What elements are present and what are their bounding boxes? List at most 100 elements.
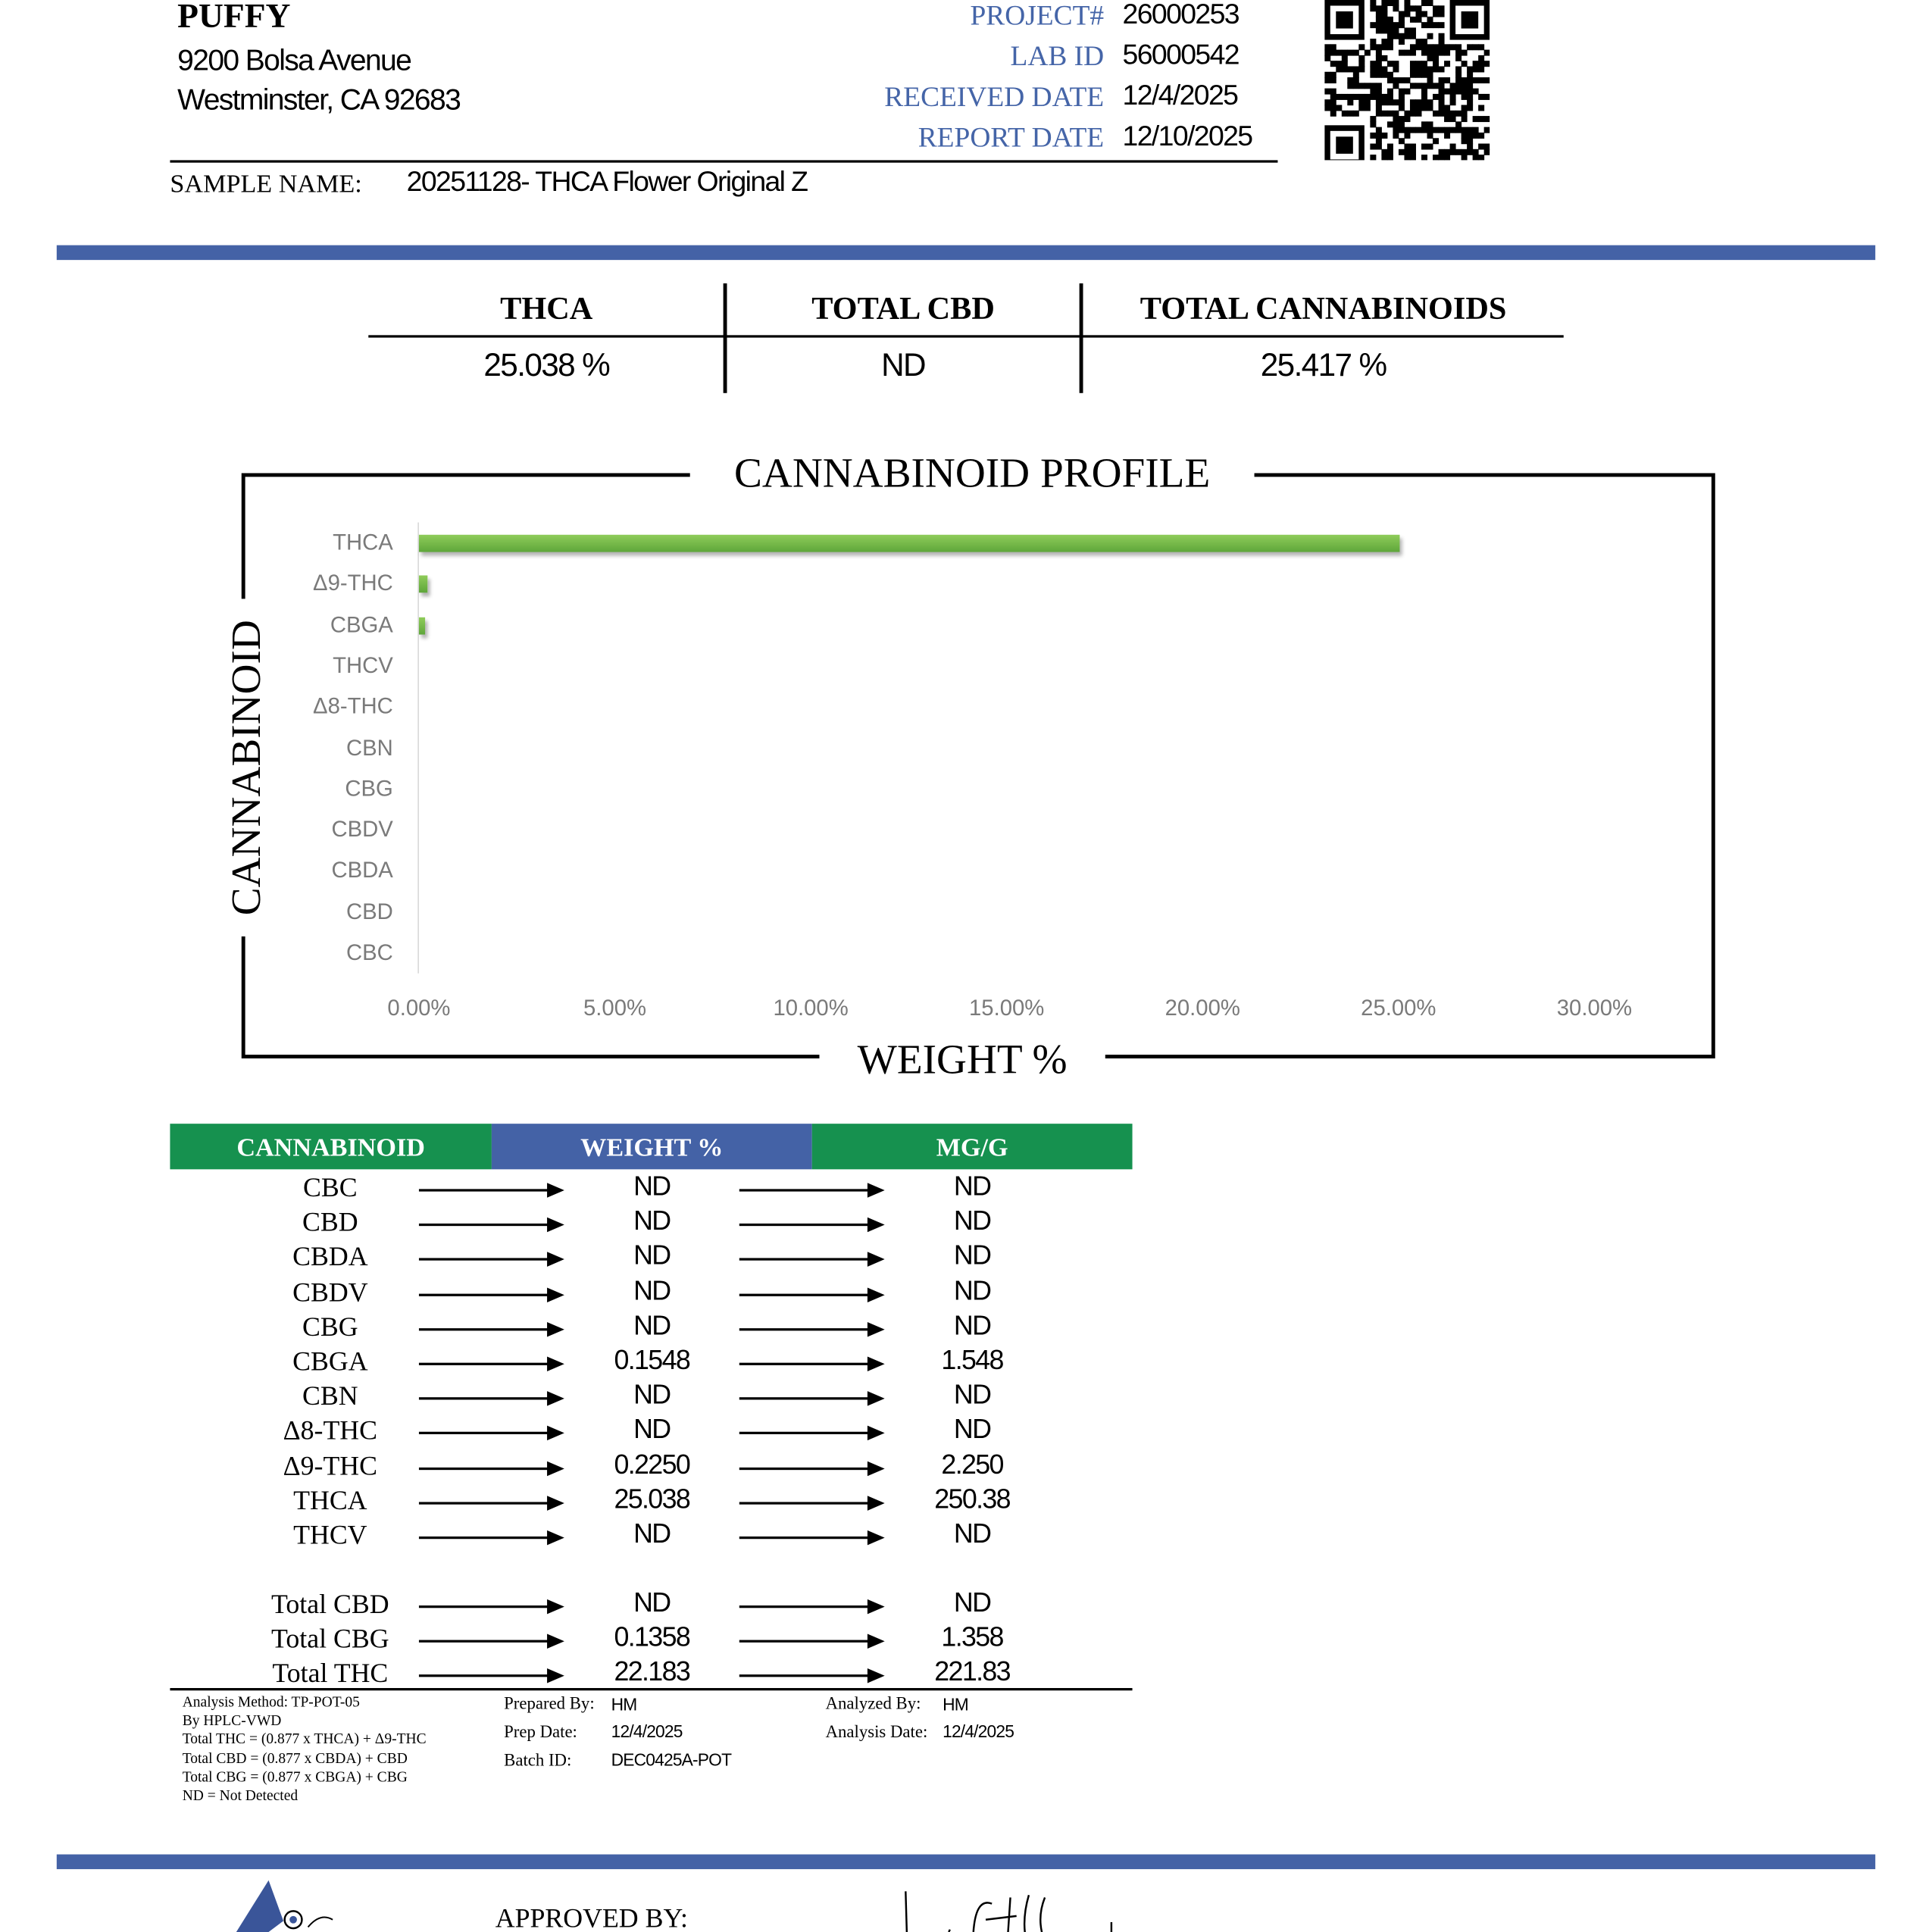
method-note-line: By HPLC-VWD	[182, 1712, 282, 1730]
arrow-icon	[739, 1356, 885, 1372]
arrow-icon	[418, 1183, 564, 1198]
table-row-weight: ND	[633, 1379, 671, 1410]
summary-sep	[723, 283, 727, 393]
table-row-mgg: ND	[953, 1518, 992, 1549]
total-row-weight: 0.1358	[614, 1621, 690, 1653]
arrow-icon	[418, 1356, 564, 1372]
total-row-weight: 22.183	[614, 1656, 690, 1688]
arrow-icon	[418, 1252, 564, 1268]
arrow-icon	[418, 1495, 564, 1511]
arrow-icon	[418, 1461, 564, 1476]
top-band	[56, 245, 1876, 261]
chart-x-tick: 0.00%	[387, 996, 451, 1021]
arrow-icon	[739, 1530, 885, 1546]
arrow-icon	[418, 1391, 564, 1406]
arrow-icon	[739, 1286, 885, 1302]
approved-by-label: APPROVED BY:	[495, 1902, 688, 1932]
table-row-weight: 25.038	[614, 1483, 690, 1515]
table-row-name: CBG	[302, 1311, 358, 1342]
table-row-mgg: 1.548	[941, 1344, 1004, 1375]
arrow-icon	[418, 1530, 564, 1546]
chart-bar	[418, 575, 428, 593]
meta-value: 12/4/2025	[1122, 79, 1239, 111]
table-row-name: CBGA	[292, 1345, 368, 1377]
arrow-icon	[739, 1218, 885, 1233]
table-row-weight: ND	[633, 1309, 671, 1341]
arrow-icon	[418, 1633, 564, 1649]
arrow-icon	[739, 1391, 885, 1406]
arrow-icon	[418, 1321, 564, 1337]
arrow-icon	[739, 1599, 885, 1615]
arrow-icon	[418, 1426, 564, 1441]
meta-value: 56000542	[1122, 38, 1240, 70]
prep-date-value: 12/4/2025	[611, 1721, 683, 1741]
table-header-cannabinoid: CANNABINOID	[170, 1124, 492, 1170]
method-note-line: Total THC = (0.877 x THCA) + Δ9-THC	[182, 1730, 427, 1748]
analysis-date-value: 12/4/2025	[943, 1721, 1014, 1741]
summary-sep	[1079, 283, 1083, 393]
table-row-name: Δ8-THC	[283, 1415, 378, 1446]
chart-category-label: CBD	[345, 899, 393, 924]
meta-label: PROJECT#	[970, 0, 1105, 31]
total-row-mgg: 221.83	[934, 1656, 1011, 1688]
arrow-icon	[739, 1252, 885, 1268]
chart-bar	[418, 534, 1400, 552]
chart-category-label: Δ8-THC	[313, 693, 393, 719]
analysis-date-label: Analysis Date:	[825, 1724, 928, 1743]
arrow-icon	[739, 1321, 885, 1337]
total-row-mgg: 1.358	[941, 1621, 1004, 1653]
summary-value-total-cbd: ND	[881, 345, 926, 383]
method-note-line: Total CBG = (0.877 x CBGA) + CBG	[182, 1768, 408, 1786]
method-note-line: Total CBD = (0.877 x CBDA) + CBD	[182, 1749, 408, 1767]
table-row-mgg: ND	[953, 1413, 992, 1445]
meta-label: REPORT DATE	[918, 122, 1105, 153]
table-row-name: CBN	[302, 1380, 358, 1411]
chart-category-label: CBG	[345, 776, 393, 801]
table-row-weight: ND	[633, 1170, 671, 1202]
chart-category-label: CBC	[345, 939, 393, 965]
arrow-icon	[739, 1495, 885, 1511]
summary-label-total-cbd: TOTAL CBD	[811, 290, 995, 327]
arrow-icon	[739, 1633, 885, 1649]
table-row-name: THCA	[293, 1484, 367, 1515]
total-row-name: Total CBG	[271, 1623, 389, 1654]
header-divider	[170, 160, 1278, 163]
bottom-band	[56, 1854, 1876, 1870]
table-row-mgg: ND	[953, 1309, 992, 1341]
chart-xlabel: WEIGHT %	[819, 1037, 1105, 1085]
chart-category-label: CBN	[345, 735, 393, 760]
chart-category-label: CBGA	[330, 611, 393, 637]
batch-id-label: Batch ID:	[504, 1752, 572, 1771]
table-row-weight: ND	[633, 1413, 671, 1445]
table-row-weight: 0.2250	[614, 1448, 690, 1480]
signature	[899, 1885, 1121, 1932]
analyzed-by-label: Analyzed By:	[825, 1695, 921, 1715]
client-name: PUFFY	[177, 0, 291, 36]
summary-divider	[368, 335, 1564, 338]
chart-x-tick: 20.00%	[1165, 996, 1240, 1021]
summary-value-thca: 25.038 %	[483, 345, 610, 383]
prepared-by-label: Prepared By:	[504, 1695, 595, 1715]
method-notes: Analysis Method: TP-POT-05 By HPLC-VWD Tot…	[183, 1693, 427, 1805]
summary-value-total-cannabinoids: 25.417 %	[1260, 345, 1387, 383]
table-row-name: CBDA	[292, 1241, 368, 1272]
chart-category-label: THCV	[333, 652, 393, 678]
table-header-weight: WEIGHT %	[491, 1124, 812, 1170]
table-row-weight: ND	[633, 1240, 671, 1271]
lab-logo	[222, 1877, 345, 1932]
prepared-by-value: HM	[611, 1694, 638, 1715]
client-address-line2: Westminster, CA 92683	[177, 83, 461, 117]
sample-name-value: 20251128- THCA Flower Original Z	[406, 164, 808, 198]
table-row-weight: ND	[633, 1274, 671, 1306]
chart-x-tick: 25.00%	[1361, 996, 1436, 1021]
arrow-icon	[418, 1599, 564, 1615]
arrow-icon	[418, 1286, 564, 1302]
arrow-icon	[739, 1461, 885, 1476]
table-row-name: THCV	[293, 1519, 367, 1550]
client-address-line1: 9200 Bolsa Avenue	[177, 44, 412, 78]
arrow-icon	[739, 1183, 885, 1198]
table-row-name: CBDV	[292, 1276, 368, 1307]
table-row-weight: 0.1548	[614, 1344, 690, 1375]
chart-bar	[418, 617, 426, 634]
